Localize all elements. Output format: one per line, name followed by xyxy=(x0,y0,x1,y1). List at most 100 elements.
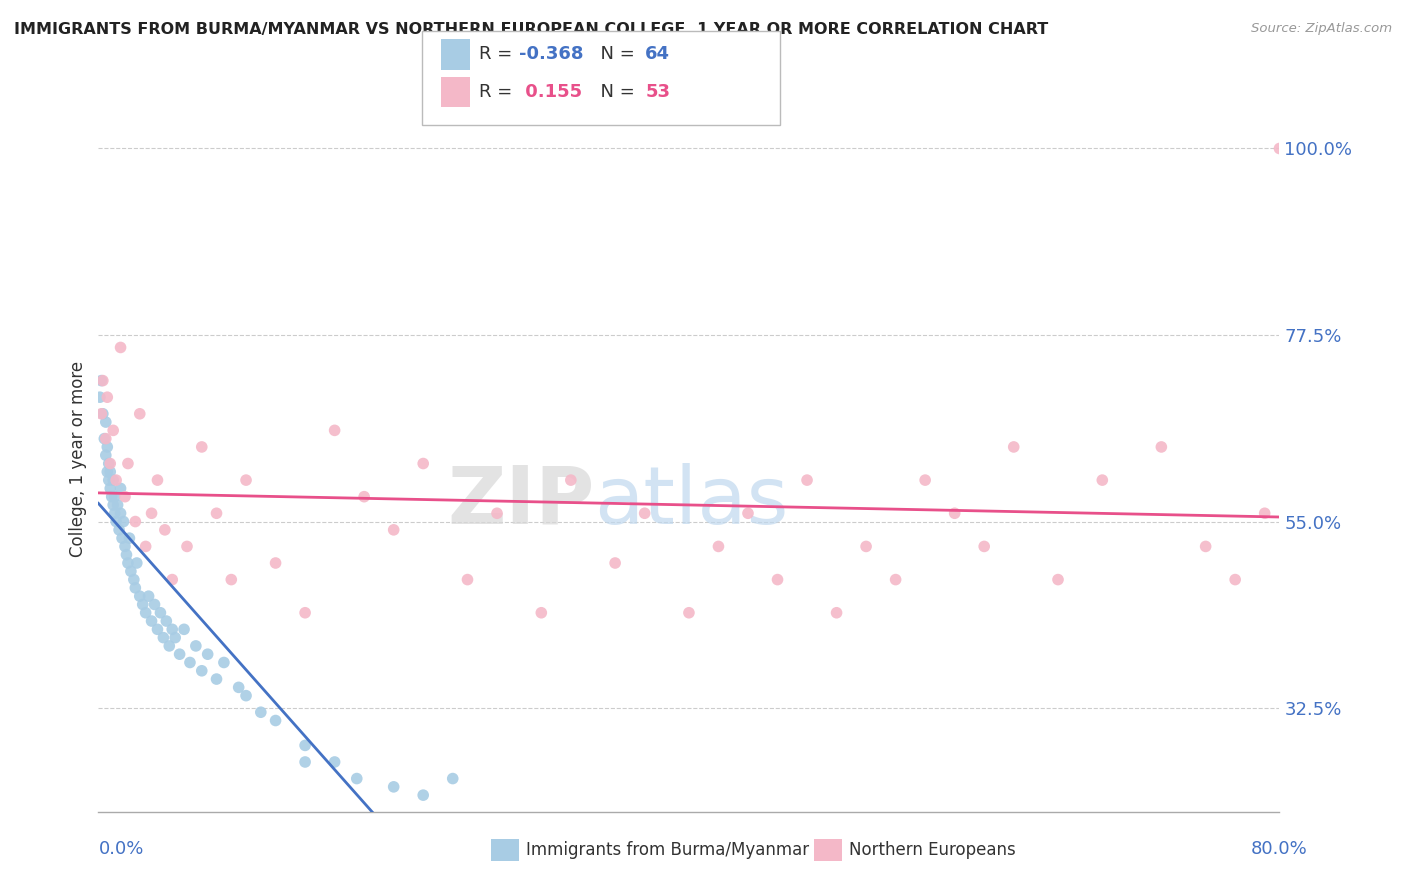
Point xyxy=(382,523,405,537)
Point xyxy=(294,606,316,620)
Point xyxy=(205,672,228,686)
Point xyxy=(110,341,132,355)
Point xyxy=(152,631,174,645)
Point xyxy=(98,482,121,496)
Point xyxy=(353,490,375,504)
Point xyxy=(294,755,316,769)
Point xyxy=(97,473,120,487)
Point xyxy=(235,473,257,487)
Point xyxy=(103,423,125,437)
Point xyxy=(96,465,118,479)
Point xyxy=(107,498,129,512)
Point xyxy=(114,540,136,554)
Point xyxy=(294,739,316,753)
Point xyxy=(678,606,700,620)
Point xyxy=(191,440,214,454)
Point xyxy=(122,573,145,587)
Point xyxy=(141,506,163,520)
Point xyxy=(90,374,112,388)
Point xyxy=(943,506,966,520)
Point xyxy=(138,589,160,603)
Point xyxy=(250,705,273,719)
Text: 0.0%: 0.0% xyxy=(98,840,143,858)
Point xyxy=(97,457,120,471)
Point xyxy=(973,540,995,554)
Text: 53: 53 xyxy=(645,83,671,101)
Point xyxy=(105,473,128,487)
Point xyxy=(212,656,235,670)
Point xyxy=(141,614,163,628)
Point xyxy=(766,573,789,587)
Text: 0.155: 0.155 xyxy=(519,83,582,101)
Text: 64: 64 xyxy=(645,45,671,63)
Point xyxy=(796,473,818,487)
Point xyxy=(855,540,877,554)
Text: 80.0%: 80.0% xyxy=(1251,840,1308,858)
Point xyxy=(125,556,148,570)
Point xyxy=(111,531,134,545)
Point xyxy=(162,573,183,587)
Point xyxy=(191,664,214,678)
Point xyxy=(323,423,346,437)
Point xyxy=(560,473,582,487)
Point xyxy=(110,482,132,496)
Point xyxy=(100,490,122,504)
Point xyxy=(457,573,479,587)
Point xyxy=(112,515,135,529)
Point xyxy=(173,623,195,637)
Point xyxy=(96,390,118,404)
Point xyxy=(124,581,146,595)
Point xyxy=(179,656,201,670)
Text: R =: R = xyxy=(479,45,519,63)
Point xyxy=(94,432,117,446)
Point xyxy=(93,432,115,446)
Point xyxy=(228,681,250,695)
Point xyxy=(825,606,848,620)
Point xyxy=(605,556,627,570)
Point xyxy=(176,540,198,554)
Point xyxy=(707,540,730,554)
Point xyxy=(114,490,136,504)
Text: Source: ZipAtlas.com: Source: ZipAtlas.com xyxy=(1251,22,1392,36)
Point xyxy=(132,598,155,612)
Point xyxy=(146,623,169,637)
Point xyxy=(120,564,142,578)
Point xyxy=(128,407,150,421)
Text: -0.368: -0.368 xyxy=(519,45,583,63)
Text: IMMIGRANTS FROM BURMA/MYANMAR VS NORTHERN EUROPEAN COLLEGE, 1 YEAR OR MORE CORRE: IMMIGRANTS FROM BURMA/MYANMAR VS NORTHER… xyxy=(14,22,1049,37)
Y-axis label: College, 1 year or more: College, 1 year or more xyxy=(69,361,87,558)
Point xyxy=(105,515,128,529)
Point xyxy=(135,540,157,554)
Text: N =: N = xyxy=(589,45,641,63)
Point xyxy=(382,780,405,794)
Point xyxy=(89,390,111,404)
Point xyxy=(162,623,183,637)
Point xyxy=(94,415,117,429)
Point xyxy=(221,573,243,587)
Point xyxy=(884,573,907,587)
Point xyxy=(110,506,132,520)
Point xyxy=(117,457,139,471)
Point xyxy=(412,788,434,802)
Point xyxy=(634,506,657,520)
Point xyxy=(135,606,157,620)
Point xyxy=(104,490,127,504)
Point xyxy=(1195,540,1218,554)
Point xyxy=(197,647,219,661)
Point xyxy=(737,506,759,520)
Point xyxy=(1091,473,1114,487)
Point xyxy=(155,614,177,628)
Point xyxy=(115,548,138,562)
Point xyxy=(90,407,112,421)
Point xyxy=(264,714,287,728)
Point xyxy=(103,498,125,512)
Point xyxy=(108,523,131,537)
Point xyxy=(124,515,146,529)
Point xyxy=(530,606,553,620)
Point xyxy=(149,606,172,620)
Point xyxy=(104,506,127,520)
Point xyxy=(98,457,121,471)
Point xyxy=(1225,573,1247,587)
Point xyxy=(117,556,139,570)
Point xyxy=(96,440,118,454)
